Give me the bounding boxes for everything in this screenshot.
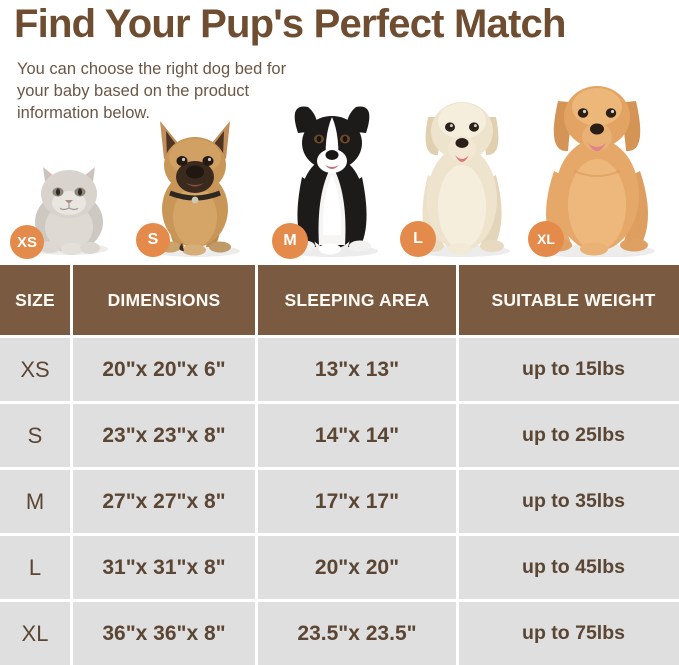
animal-slot-xl: XL [522,60,672,265]
animal-slot-s: S [136,105,256,265]
cell-weight: up to 35lbs [457,468,679,536]
cell-size: XL [0,600,73,665]
animal-slot-m: M [272,85,392,265]
column-header-dimensions: DIMENSIONS [71,265,258,338]
animal-slot-xs: XS [10,135,120,265]
cell-sleeping-area: 17"x 17" [256,468,459,536]
cell-size: S [0,402,73,470]
table-row: S 23"x 23"x 8" 14"x 14" up to 25lbs [0,402,679,470]
cell-sleeping-area: 14"x 14" [256,402,459,470]
cell-dimensions: 27"x 27"x 8" [71,468,258,536]
cell-size: M [0,468,73,536]
column-header-suitable-weight: SUITABLE WEIGHT [457,265,679,338]
size-badge-m: M [272,223,308,259]
cell-dimensions: 36"x 36"x 8" [71,600,258,665]
column-header-size: SIZE [0,265,73,338]
cell-weight: up to 25lbs [457,402,679,470]
size-badge-s: S [136,223,170,257]
size-badge-label: L [413,230,423,247]
size-badge-xl: XL [528,221,564,257]
size-badge-label: S [147,231,159,248]
animal-slot-l: L [400,71,524,265]
cell-dimensions: 31"x 31"x 8" [71,534,258,602]
table-row: XS 20"x 20"x 6" 13"x 13" up to 15lbs [0,336,679,404]
size-badge-label: XL [537,231,555,247]
cell-dimensions: 23"x 23"x 8" [71,402,258,470]
page-title: Find Your Pup's Perfect Match [14,2,566,46]
table-header-row: SIZE DIMENSIONS SLEEPING AREA SUITABLE W… [0,265,679,338]
size-badge-l: L [400,221,436,257]
cell-size: L [0,534,73,602]
size-badge-xs: XS [10,225,44,259]
size-badge-label: M [283,232,297,249]
cell-size: XS [0,336,73,404]
cell-weight: up to 75lbs [457,600,679,665]
page-subtitle: You can choose the right dog bed for you… [17,60,287,122]
cell-dimensions: 20"x 20"x 6" [71,336,258,404]
column-header-sleeping-area: SLEEPING AREA [256,265,459,338]
dog-french-bulldog-icon [152,121,240,257]
table-row: L 31"x 31"x 8" 20"x 20" up to 45lbs [0,534,679,602]
animal-size-row: XS [0,60,679,265]
cell-sleeping-area: 23.5"x 23.5" [256,600,459,665]
table-row: XL 36"x 36"x 8" 23.5"x 23.5" up to 75lbs [0,600,679,665]
dog-golden-retriever-cream-icon [414,102,510,257]
table-row: M 27"x 27"x 8" 17"x 17" up to 35lbs [0,468,679,536]
cell-weight: up to 15lbs [457,336,679,404]
dog-golden-retriever-dark-icon [539,86,655,257]
cell-sleeping-area: 20"x 20" [256,534,459,602]
size-chart-table: SIZE DIMENSIONS SLEEPING AREA SUITABLE W… [0,265,679,665]
dog-border-collie-icon [286,106,378,257]
cat-grey-icon [24,167,108,255]
size-badge-label: XS [16,233,37,251]
cell-sleeping-area: 13"x 13" [256,336,459,404]
cell-weight: up to 45lbs [457,534,679,602]
